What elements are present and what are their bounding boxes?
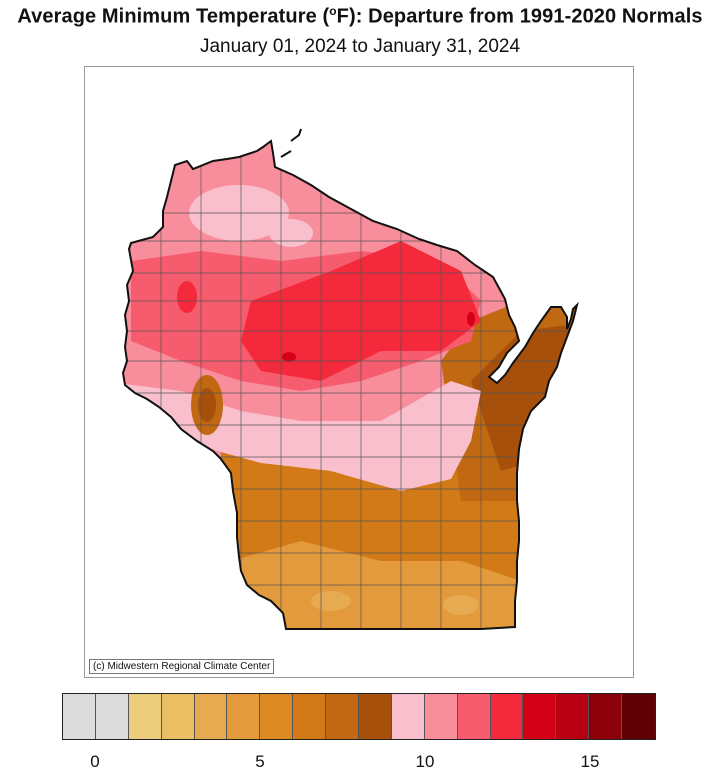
legend-swatch — [227, 694, 261, 739]
apostle-islands — [280, 128, 302, 158]
legend-swatch — [326, 694, 360, 739]
legend-swatch — [128, 694, 162, 739]
legend-swatch — [391, 694, 425, 739]
credit-label: (c) Midwestern Regional Climate Center — [89, 659, 275, 674]
legend-swatch — [359, 694, 392, 739]
legend-swatch — [589, 694, 623, 739]
legend-swatch — [523, 694, 557, 739]
legend-swatch — [260, 694, 294, 739]
legend-swatch — [161, 694, 195, 739]
legend-swatch — [63, 694, 96, 739]
legend-tick-label: 5 — [255, 752, 265, 771]
legend-tick-label: 0 — [90, 752, 100, 771]
state-outline — [121, 139, 579, 630]
legend-tick-label: 15 — [580, 752, 600, 771]
legend-swatch — [293, 694, 327, 739]
wisconsin-map — [121, 128, 579, 630]
legend-swatch — [424, 694, 458, 739]
legend-swatch — [95, 694, 129, 739]
map-title: Average Minimum Temperature (oF): Depart… — [17, 4, 703, 28]
county-boundaries — [123, 141, 577, 629]
legend-swatch — [457, 694, 491, 739]
map-panel: (c) Midwestern Regional Climate Center — [84, 66, 634, 678]
color-legend — [62, 693, 657, 740]
legend-swatch — [194, 694, 228, 739]
legend-tick-label: 10 — [415, 752, 435, 771]
map-subtitle: January 01, 2024 to January 31, 2024 — [199, 36, 521, 57]
legend-swatch — [490, 694, 524, 739]
legend-swatch — [622, 694, 656, 739]
legend-swatch — [556, 694, 590, 739]
